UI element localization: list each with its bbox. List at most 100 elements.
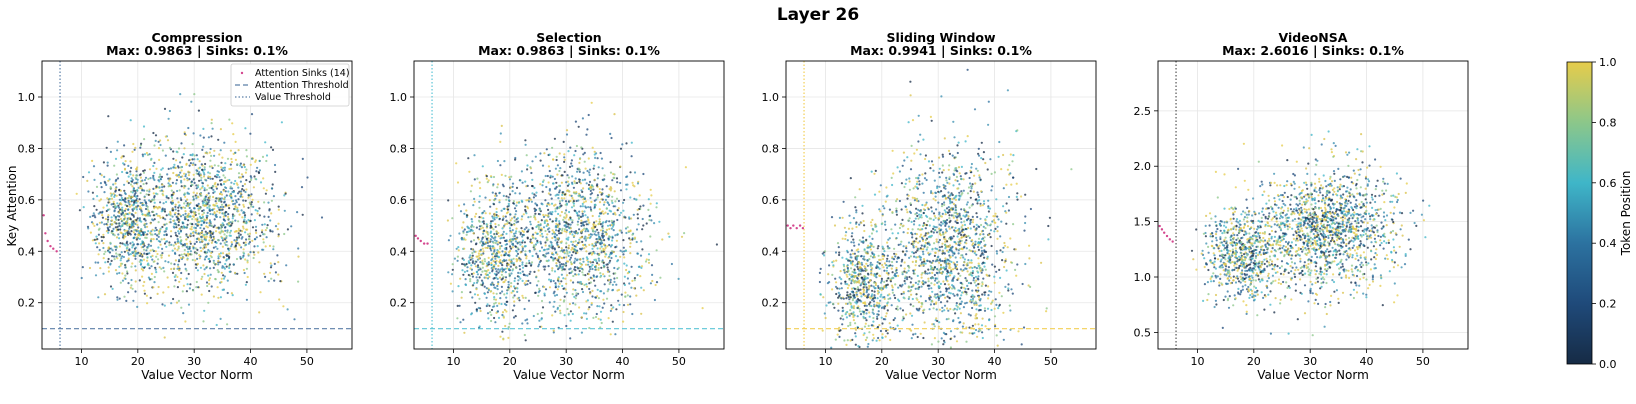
scatter-point — [118, 222, 121, 225]
scatter-point — [500, 273, 503, 276]
scatter-point — [470, 264, 473, 267]
scatter-point — [869, 261, 872, 264]
scatter-point — [551, 269, 554, 272]
scatter-point — [549, 174, 552, 177]
scatter-point — [547, 202, 550, 205]
scatter-point — [623, 198, 626, 202]
scatter-point — [208, 222, 211, 225]
scatter-point — [598, 208, 601, 211]
scatter-point — [208, 172, 212, 175]
attention-sink-point — [419, 239, 422, 243]
scatter-point — [226, 204, 230, 207]
scatter-point — [180, 253, 183, 256]
scatter-point — [221, 245, 224, 248]
scatter-point — [186, 204, 190, 208]
scatter-point — [234, 195, 237, 198]
scatter-point — [626, 183, 629, 186]
scatter-point — [548, 278, 551, 281]
scatter-point — [624, 249, 628, 252]
scatter-point — [608, 187, 611, 191]
scatter-point — [629, 295, 632, 298]
scatter-point — [574, 252, 578, 255]
scatter-point — [565, 181, 568, 184]
scatter-point — [478, 276, 481, 279]
scatter-point — [879, 210, 882, 213]
scatter-point — [242, 164, 245, 167]
scatter-point — [567, 313, 570, 316]
scatter-point — [136, 305, 139, 308]
scatter-point — [510, 272, 513, 275]
scatter-point — [251, 239, 254, 242]
scatter-point — [844, 237, 847, 241]
scatter-point — [180, 225, 183, 228]
scatter-point — [301, 157, 304, 160]
scatter-point — [585, 250, 588, 253]
scatter-point — [179, 215, 183, 218]
scatter-point — [200, 231, 204, 234]
scatter-point — [865, 262, 868, 265]
scatter-point — [541, 235, 544, 238]
scatter-point — [526, 283, 529, 286]
scatter-point — [172, 219, 175, 222]
scatter-point — [237, 149, 240, 152]
scatter-point — [209, 230, 212, 233]
scatter-point — [489, 175, 493, 178]
scatter-point — [488, 304, 491, 307]
scatter-point — [553, 300, 556, 303]
scatter-point — [214, 175, 217, 178]
scatter-point — [89, 215, 92, 218]
scatter-point — [167, 185, 170, 188]
scatter-point — [200, 223, 203, 226]
scatter-point — [187, 214, 190, 217]
scatter-point — [221, 212, 224, 215]
scatter-point — [293, 318, 296, 321]
scatter-point — [257, 251, 260, 254]
scatter-point — [551, 229, 554, 232]
scatter-point — [192, 132, 195, 135]
scatter-point — [102, 161, 105, 164]
scatter-point — [563, 160, 566, 163]
scatter-point — [147, 230, 150, 233]
scatter-point — [252, 186, 255, 189]
scatter-point — [578, 170, 581, 173]
scatter-point — [174, 166, 177, 169]
scatter-point — [835, 292, 838, 296]
scatter-point — [224, 210, 227, 214]
scatter-point — [208, 279, 211, 282]
scatter-point — [115, 205, 118, 208]
scatter-point — [216, 247, 219, 250]
scatter-point — [481, 237, 484, 241]
scatter-point — [539, 183, 542, 186]
scatter-point — [551, 146, 554, 149]
scatter-point — [219, 242, 222, 245]
scatter-point — [565, 129, 569, 132]
scatter-point — [507, 254, 510, 257]
scatter-point — [504, 174, 507, 177]
scatter-point — [157, 285, 160, 289]
scatter-point — [872, 333, 875, 336]
scatter-point — [886, 332, 889, 335]
scatter-point — [875, 230, 878, 233]
scatter-point — [221, 237, 224, 240]
scatter-point — [518, 264, 521, 268]
scatter-point — [208, 186, 211, 190]
scatter-point — [130, 177, 133, 180]
scatter-point — [602, 234, 605, 238]
scatter-point — [858, 223, 861, 226]
scatter-point — [170, 193, 173, 197]
scatter-point — [554, 286, 557, 289]
scatter-point — [217, 255, 220, 258]
scatter-point — [883, 280, 886, 283]
scatter-point — [107, 216, 110, 219]
scatter-point — [193, 181, 196, 184]
scatter-point — [590, 303, 593, 306]
scatter-point — [250, 201, 253, 204]
scatter-point — [459, 277, 462, 280]
scatter-point — [115, 255, 118, 258]
scatter-point — [611, 236, 614, 239]
scatter-point — [649, 282, 653, 285]
scatter-point — [182, 153, 185, 156]
scatter-point — [195, 251, 198, 254]
scatter-point — [114, 187, 117, 190]
scatter-point — [635, 294, 638, 297]
